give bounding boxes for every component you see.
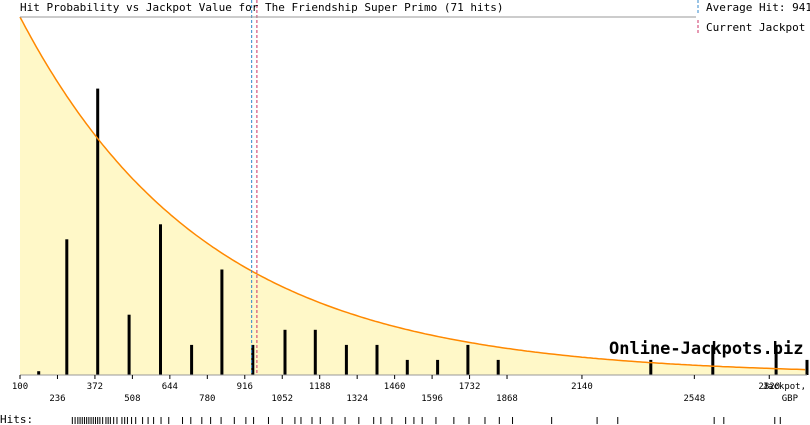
x-tick-label: 372 (87, 382, 103, 392)
x-tick-label: 780 (199, 394, 215, 404)
x-tick-label: 1868 (496, 394, 518, 404)
hit-bar (711, 344, 715, 375)
x-tick-label: 1732 (459, 382, 481, 392)
hit-bars (37, 88, 809, 375)
hit-bar (190, 344, 194, 375)
hit-bar (405, 359, 409, 375)
hits-label: Hits: (0, 413, 33, 425)
hit-bar (774, 344, 778, 375)
x-axis-label: Jackpot, (763, 382, 806, 392)
hit-bar (466, 344, 470, 375)
x-tick-label: 2820 (758, 382, 780, 392)
watermark: Online-Jackpots.biz (609, 339, 803, 359)
hit-bar (159, 224, 162, 375)
x-tick-label: 236 (49, 394, 65, 404)
x-tick-label: 916 (237, 382, 253, 392)
legend-current-label: Current Jackpot (706, 21, 805, 34)
x-tick-label: 1596 (421, 394, 443, 404)
x-tick-label: 2548 (683, 394, 705, 404)
hit-bar (65, 239, 69, 375)
hit-bar (96, 88, 100, 375)
x-tick-label: 1052 (271, 394, 293, 404)
hit-bar (436, 359, 440, 375)
x-tick-label: 1324 (346, 394, 368, 404)
hit-bar (127, 314, 131, 375)
x-axis-ticks: 100 372 644 916 1188 1460 1732 2140 2820 236 508 78… (12, 375, 780, 404)
hit-rug (71, 417, 781, 424)
hit-bar (649, 359, 653, 375)
x-tick-label: 100 (12, 382, 28, 392)
x-tick-label: 508 (124, 394, 140, 404)
probability-curve (19, 16, 806, 371)
hit-bar (251, 344, 255, 375)
chart-title: Hit Probability vs Jackpot Value for The… (20, 1, 503, 14)
hit-bar (496, 359, 500, 375)
hit-bar (283, 329, 287, 375)
hit-bar (375, 344, 379, 375)
hit-bar (37, 371, 41, 375)
x-tick-label: 2140 (571, 382, 593, 392)
legend-box (696, 0, 810, 36)
probability-area (20, 17, 807, 375)
x-tick-label: 1460 (384, 382, 406, 392)
x-axis-unit: GBP (782, 394, 799, 404)
hit-bar (805, 359, 809, 375)
x-tick-label: 644 (162, 382, 178, 392)
legend-average-label: Average Hit: 941 (706, 1, 810, 14)
hit-bar (220, 269, 224, 375)
x-tick-label: 1188 (309, 382, 331, 392)
hit-bar (344, 344, 348, 375)
hit-bar (313, 329, 317, 375)
